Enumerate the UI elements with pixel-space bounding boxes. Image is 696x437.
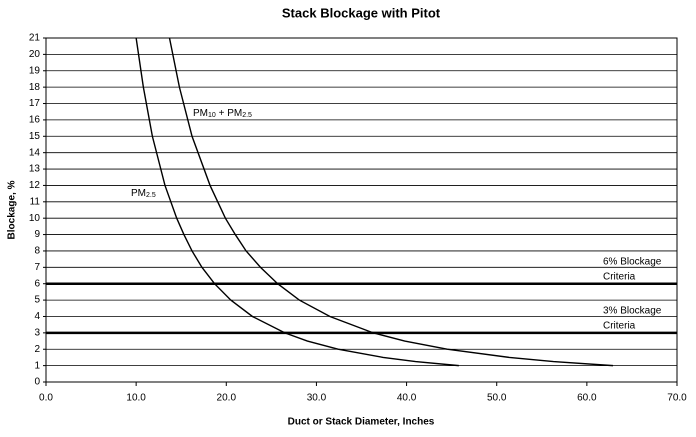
criteria-label: 3% Blockage [603, 305, 662, 316]
y-tick-label: 6 [34, 278, 40, 289]
annotation-run: 10 [208, 112, 216, 119]
x-tick-label: 60.0 [577, 393, 597, 404]
y-tick-label: 1 [34, 360, 40, 371]
annotation: PM2.5 [131, 188, 156, 199]
curve [135, 38, 459, 367]
annotation-run: PM [193, 108, 208, 119]
annotation-run: 2.5 [242, 112, 252, 119]
x-tick-label: 50.0 [487, 393, 507, 404]
x-tick-label: 30.0 [307, 393, 327, 404]
y-tick-label: 11 [30, 196, 41, 207]
y-tick-label: 3 [34, 327, 40, 338]
y-axis-label: Blockage, % [7, 180, 18, 239]
criteria-label: 6% Blockage [603, 256, 662, 267]
curve [168, 38, 614, 367]
y-tick-label: 5 [34, 295, 40, 306]
y-tick-label: 4 [34, 311, 40, 322]
plot-frame [45, 37, 678, 383]
y-tick-label: 16 [29, 115, 41, 126]
x-tick-label: 40.0 [397, 393, 417, 404]
x-axis-label: Duct or Stack Diameter, Inches [288, 417, 435, 428]
y-tick-label: 21 [29, 33, 41, 44]
criteria-label: Criteria [603, 320, 636, 331]
x-tick-label: 70.0 [667, 393, 687, 404]
annotation-run: 2.5 [146, 192, 156, 199]
y-tick-label: 7 [34, 262, 40, 273]
y-tick-label: 14 [29, 147, 41, 158]
chart-title: Stack Blockage with Pitot [282, 5, 441, 20]
annotation-run: + PM [216, 108, 242, 119]
y-tick-label: 20 [29, 49, 41, 60]
criteria-label: Criteria [603, 271, 636, 282]
y-tick-label: 17 [29, 98, 41, 109]
annotation-run: PM [131, 188, 146, 199]
x-tick-label: 0.0 [39, 393, 53, 404]
y-tick-label: 13 [29, 164, 41, 175]
y-tick-label: 15 [29, 131, 41, 142]
y-tick-label: 12 [29, 180, 41, 191]
y-tick-label: 0 [34, 377, 40, 388]
y-tick-label: 2 [34, 344, 40, 355]
x-tick-label: 20.0 [217, 393, 237, 404]
y-tick-label: 10 [29, 213, 41, 224]
y-tick-label: 19 [29, 65, 41, 76]
y-tick-label: 9 [34, 229, 40, 240]
x-tick-label: 10.0 [126, 393, 146, 404]
y-tick-label: 18 [29, 82, 41, 93]
y-tick-label: 8 [34, 246, 40, 257]
annotation: PM10 + PM2.5 [193, 108, 252, 119]
